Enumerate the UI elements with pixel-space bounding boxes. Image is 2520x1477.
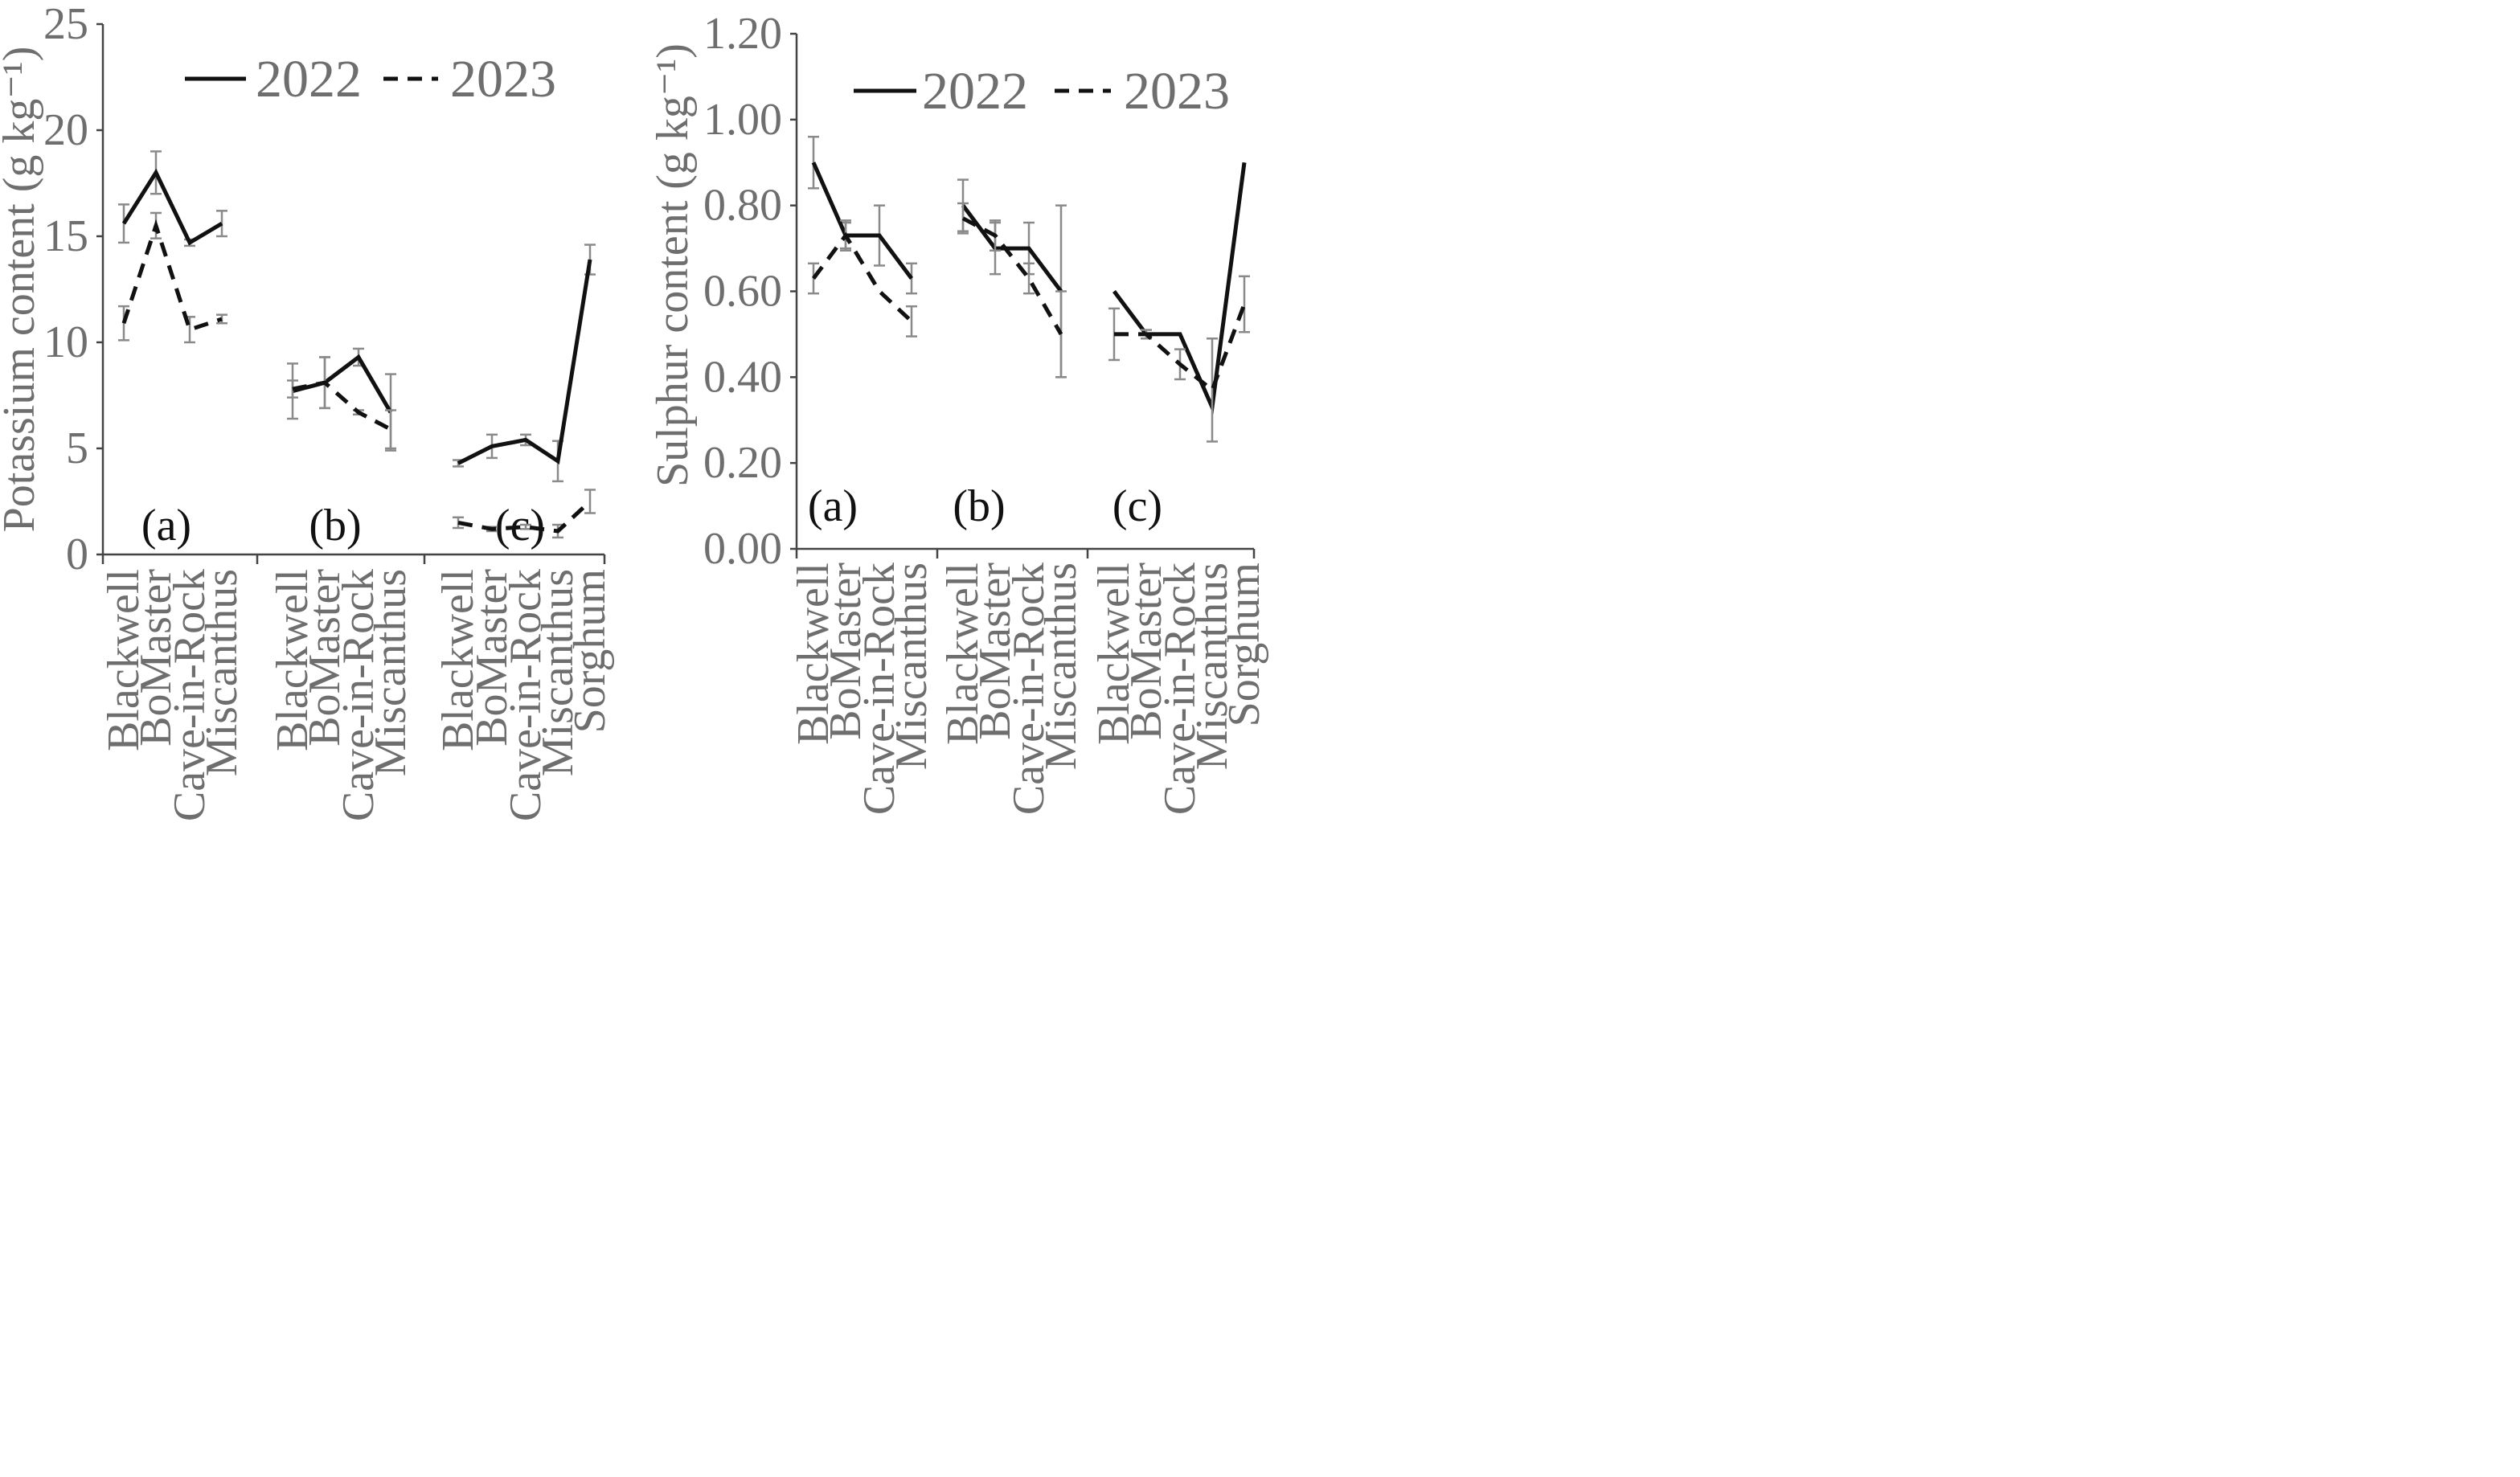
potassium-y-tick-label: 5 [66, 423, 88, 473]
sulphur-category-label: Blackwell [938, 563, 988, 745]
sulphur-y-tick-label: 0.60 [703, 267, 782, 317]
potassium-category-label: Cave-in-Rock [501, 569, 551, 821]
sulphur-y-tick-label: 1.20 [703, 9, 782, 59]
potassium-category-label: Cave-in-Rock [165, 569, 215, 821]
potassium-category-label: BoMaster [300, 569, 350, 747]
sulphur-y-tick-label: 0.40 [703, 352, 782, 402]
potassium-y-tick-label: 15 [43, 211, 88, 261]
potassium-category-label: Blackwell [99, 569, 149, 751]
potassium-category-label: Sorghum [565, 569, 615, 733]
sulphur-series-2023-line [961, 216, 1063, 336]
potassium-y-tick-label: 10 [43, 317, 88, 367]
potassium-series-2022-line [121, 168, 223, 246]
sulphur-y-axis-title: Sulphur content (g kg⁻¹) [648, 43, 698, 487]
potassium-series-2022-line [457, 259, 592, 465]
potassium-category-label: Miscanthus [366, 569, 416, 776]
sulphur-series-2023-line [811, 231, 913, 323]
sulphur-legend-2022-label: 2022 [922, 62, 1028, 121]
potassium-category-label: Miscanthus [533, 569, 583, 776]
potassium-category-label: BoMaster [467, 569, 517, 747]
sulphur-y-tick-label: 0.00 [703, 524, 782, 574]
sulphur-category-label: Blackwell [1089, 563, 1139, 745]
sulphur-panel-label: (a) [808, 481, 858, 531]
sulphur-category-label: Cave-in-Rock [854, 563, 904, 815]
potassium-series-2023-line [121, 219, 223, 333]
potassium-category-label: Miscanthus [197, 569, 247, 776]
sulphur-panel-label: (c) [1112, 481, 1162, 531]
sulphur-category-label: BoMaster [970, 563, 1020, 740]
sulphur-category-label: Blackwell [789, 563, 838, 745]
sulphur-legend-2023-label: 2023 [1124, 62, 1230, 121]
potassium-legend-2023-label: 2023 [450, 50, 556, 108]
sulphur-panel-label: (b) [953, 481, 1005, 531]
sulphur-category-label: Miscanthus [887, 563, 936, 770]
potassium-category-label: Blackwell [433, 569, 483, 751]
potassium-y-axis-title: Potassium content (g kg⁻¹) [0, 47, 44, 533]
potassium-category-label: Blackwell [268, 569, 318, 751]
sulphur-y-tick-label: 0.80 [703, 181, 782, 231]
potassium-category-label: Cave-in-Rock [334, 569, 383, 821]
potassium-category-label: BoMaster [131, 569, 181, 747]
sulphur-series-2022-line [1112, 162, 1247, 415]
sulphur-category-label: Cave-in-Rock [1155, 563, 1205, 815]
sulphur-category-label: Cave-in-Rock [1004, 563, 1054, 815]
sulphur-category-label: Miscanthus [1187, 563, 1237, 770]
potassium-y-tick-label: 25 [43, 0, 88, 49]
sulphur-category-label: Miscanthus [1036, 563, 1086, 770]
potassium-series-2022-line [292, 354, 393, 414]
potassium-legend-2022-label: 2022 [256, 50, 362, 108]
sulphur-category-label: BoMaster [1121, 563, 1171, 740]
sulphur-series-2023-line [1114, 303, 1247, 394]
potassium-panel-label: (b) [309, 501, 361, 550]
sulphur-category-label: BoMaster [821, 563, 871, 740]
sulphur-y-tick-label: 0.20 [703, 438, 782, 488]
potassium-series-2023-line [292, 380, 392, 432]
sulphur-series-2022-line [961, 204, 1063, 293]
potassium-y-tick-label: 0 [66, 530, 88, 579]
sulphur-series-2022-line [811, 162, 914, 280]
potassium-panel-label: (a) [141, 501, 191, 550]
sulphur-category-label: Sorghum [1219, 563, 1269, 726]
potassium-y-tick-label: 20 [43, 105, 88, 155]
sulphur-y-tick-label: 1.00 [703, 95, 782, 145]
